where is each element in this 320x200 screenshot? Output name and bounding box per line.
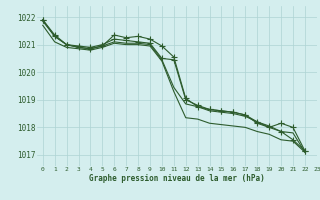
X-axis label: Graphe pression niveau de la mer (hPa): Graphe pression niveau de la mer (hPa)	[89, 174, 265, 183]
